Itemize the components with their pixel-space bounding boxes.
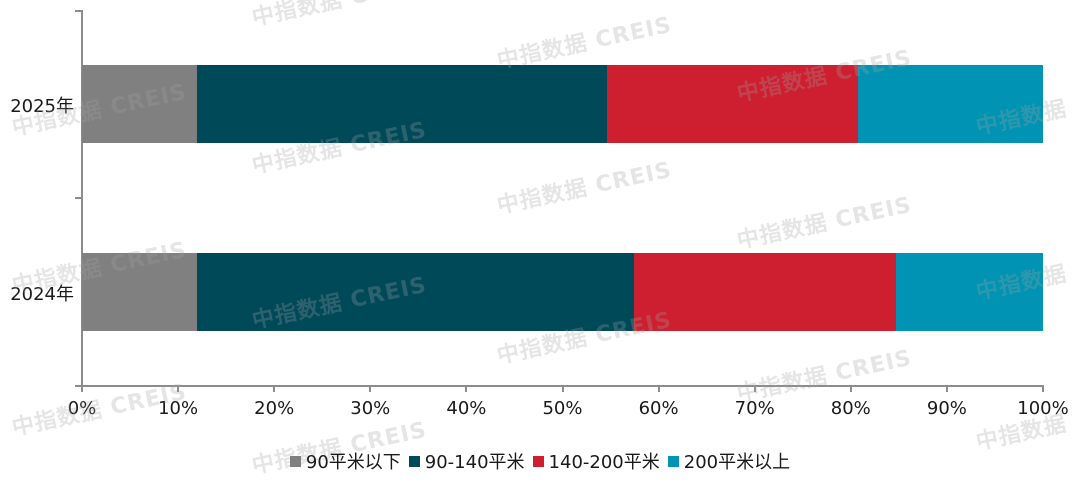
- legend-swatch: [667, 455, 679, 467]
- legend-item: 200平米以上: [667, 448, 791, 474]
- x-tick-label: 60%: [638, 398, 679, 419]
- bar-segment: [82, 253, 198, 331]
- x-tick-label: 50%: [542, 398, 583, 419]
- watermark: 中指数据 CREIS: [249, 0, 429, 32]
- legend-label: 90-140平米: [424, 452, 525, 473]
- bar-2025: [82, 65, 1043, 143]
- x-tick: [1042, 385, 1044, 392]
- x-tick: [945, 385, 948, 392]
- bar-segment: [197, 253, 634, 331]
- x-tick-label: 90%: [926, 398, 967, 419]
- bar-segment: [895, 253, 1043, 331]
- legend-label: 200平米以上: [683, 452, 791, 473]
- legend-swatch: [532, 455, 544, 467]
- legend-swatch: [408, 455, 420, 467]
- x-tick: [177, 385, 180, 392]
- category-label-2025: 2025年: [10, 96, 74, 117]
- x-tick: [561, 385, 564, 392]
- x-tick: [753, 385, 756, 392]
- bar-2024: [82, 253, 1043, 331]
- y-tick: [75, 10, 82, 12]
- x-tick-label: 40%: [446, 398, 487, 419]
- x-tick: [657, 385, 660, 392]
- bar-segment: [606, 65, 858, 143]
- x-tick: [81, 385, 83, 392]
- x-tick-label: 20%: [254, 398, 295, 419]
- bar-segment: [633, 253, 896, 331]
- y-tick: [75, 197, 82, 199]
- y-tick: [75, 385, 82, 387]
- legend-item: 90-140平米: [408, 448, 525, 474]
- x-tick: [369, 385, 372, 392]
- legend-item: 90平米以下: [289, 448, 401, 474]
- x-tick-label: 0%: [67, 398, 97, 419]
- legend: 90平米以下 90-140平米 140-200平米 200平米以上: [0, 448, 1080, 474]
- x-tick-label: 70%: [734, 398, 775, 419]
- bar-segment: [197, 65, 607, 143]
- watermark: 中指数据 CREIS: [494, 157, 674, 220]
- x-tick: [849, 385, 852, 392]
- legend-item: 140-200平米: [532, 448, 660, 474]
- bar-segment: [82, 65, 198, 143]
- x-tick-label: 10%: [158, 398, 199, 419]
- watermark: 中指数据 CREIS: [734, 192, 914, 255]
- x-tick-label: 80%: [830, 398, 871, 419]
- legend-label: 90平米以下: [305, 452, 401, 473]
- x-tick: [465, 385, 468, 392]
- legend-swatch: [289, 455, 301, 467]
- legend-label: 140-200平米: [548, 452, 660, 473]
- x-tick-label: 30%: [350, 398, 391, 419]
- x-tick-label: 100%: [1017, 398, 1069, 419]
- y-axis: [81, 10, 83, 387]
- category-label-2024: 2024年: [10, 284, 74, 305]
- x-tick: [273, 385, 276, 392]
- bar-segment: [857, 65, 1043, 143]
